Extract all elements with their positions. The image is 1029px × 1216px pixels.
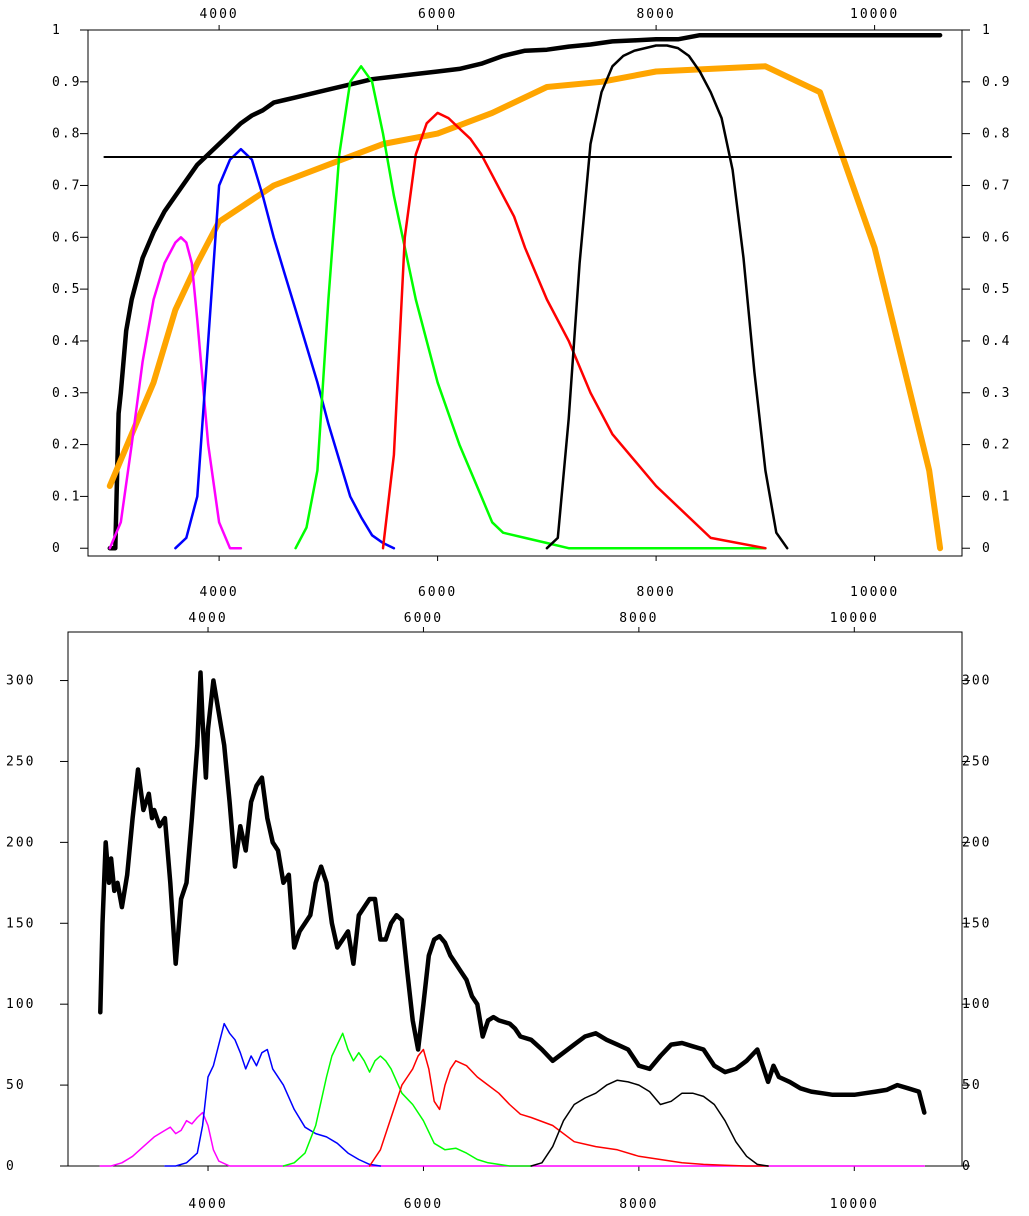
y-tick-label-left: 250 [6,754,35,769]
y-tick-label-left: 100 [6,997,35,1012]
y-tick-label-right: 0.7 [982,178,1011,193]
y-tick-label-right: 0.2 [982,438,1011,453]
y-tick-label-left: 1 [52,23,62,38]
x-tick-label-bottom: 8000 [636,585,675,600]
x-tick-label-top: 4000 [188,611,227,626]
y-tick-label-right: 200 [962,835,991,850]
series-line-4 [282,1032,532,1167]
x-tick-label-top: 6000 [404,611,443,626]
y-tick-label-right: 0.9 [982,75,1011,90]
y-tick-label-left: 50 [6,1078,26,1093]
y-tick-label-right: 0.5 [982,282,1011,297]
x-tick-label-top: 6000 [418,7,457,22]
y-tick-label-right: 50 [962,1078,982,1093]
x-tick-label-top: 10000 [850,7,899,22]
series-line-4 [174,147,396,550]
y-tick-label-left: 0.1 [52,489,81,504]
x-tick-label-bottom: 4000 [199,585,238,600]
x-tick-label-bottom: 4000 [188,1197,227,1212]
y-tick-label-right: 0.1 [982,489,1011,504]
y-tick-label-left: 0.3 [52,386,81,401]
series-line-5 [368,1048,769,1167]
y-tick-label-right: 0 [962,1159,972,1174]
y-tick-label-left: 0 [52,541,62,556]
y-tick-label-left: 200 [6,835,35,850]
top-chart: 4000 4000 6000 6000 8000 8000 10000 10000 0 0 0.1 0… [52,7,1011,600]
x-tick-label-top: 10000 [830,611,879,626]
y-tick-label-left: 0.7 [52,178,81,193]
y-tick-label-right: 1 [982,23,992,38]
y-tick-label-right: 0.3 [982,386,1011,401]
series-line-7 [545,44,789,550]
series-line-6 [381,111,767,550]
x-tick-label-bottom: 6000 [404,1197,443,1212]
y-tick-label-left: 0.8 [52,127,81,142]
y-tick-label-right: 300 [962,674,991,689]
bottom-chart: 4000 4000 6000 6000 8000 8000 10000 10000 0 0 50 50… [6,611,991,1212]
y-tick-label-left: 0.4 [52,334,81,349]
y-tick-label-right: 150 [962,916,991,931]
y-tick-label-left: 0.9 [52,75,81,90]
series-line-5 [294,65,767,550]
y-tick-label-left: 0.2 [52,438,81,453]
y-tick-label-right: 0.6 [982,230,1011,245]
plot-frame [87,29,963,557]
y-tick-label-left: 300 [6,674,35,689]
series-line-3 [108,236,243,550]
x-tick-label-bottom: 10000 [850,585,899,600]
y-tick-label-right: 100 [962,997,991,1012]
x-tick-label-top: 8000 [636,7,675,22]
y-tick-label-left: 0 [6,1159,16,1174]
y-tick-label-right: 0.4 [982,334,1011,349]
x-tick-label-top: 8000 [619,611,658,626]
series-line-1 [107,32,943,551]
series-line-2 [99,1111,926,1167]
y-tick-label-right: 0 [982,541,992,556]
y-tick-label-left: 0.6 [52,230,81,245]
x-tick-label-bottom: 6000 [418,585,457,600]
x-tick-label-bottom: 8000 [619,1197,658,1212]
series-line-1 [98,670,927,1115]
y-tick-label-right: 250 [962,754,991,769]
series-line-3 [164,1022,382,1167]
x-tick-label-top: 4000 [199,7,238,22]
x-tick-label-bottom: 10000 [830,1197,879,1212]
series-line-6 [530,1079,769,1167]
y-tick-label-left: 0.5 [52,282,81,297]
y-tick-label-left: 150 [6,916,35,931]
series-line-2 [106,63,944,552]
y-tick-label-right: 0.8 [982,127,1011,142]
